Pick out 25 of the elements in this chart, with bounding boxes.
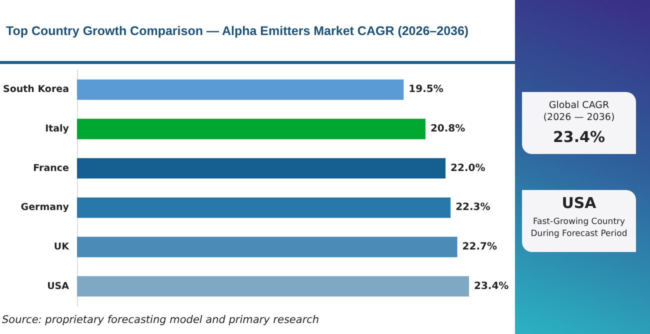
y-tick-label: UK: [54, 242, 70, 252]
data-label: 23.4%: [474, 280, 509, 292]
text: Fast-Growing Country During Forecast Period: [530, 216, 628, 240]
data-label: 22.3%: [456, 202, 490, 214]
data-label: 22.7%: [462, 242, 497, 252]
bar: [77, 197, 451, 218]
y-tick-label: Germany: [20, 202, 70, 214]
y-tick-label: USA: [47, 280, 70, 292]
text: Global CAGR: [548, 100, 610, 112]
text: (2026 — 2036): [542, 112, 616, 124]
bar: [77, 158, 446, 179]
y-tick-label: South Korea: [2, 84, 70, 96]
bar: [77, 79, 404, 100]
bar: [77, 236, 458, 258]
data-label: 19.5%: [408, 84, 444, 96]
text: 23.4%: [552, 128, 606, 146]
text: USA: [560, 194, 598, 212]
data-label: 20.8%: [430, 124, 466, 134]
y-tick-label: Italy: [45, 124, 70, 134]
bar: [77, 118, 426, 140]
y-tick-label: France: [33, 162, 70, 174]
bar: [77, 276, 469, 297]
data-label: 22.0%: [450, 162, 486, 174]
source-note: Source: proprietary forecasting model and primary research: [2, 314, 320, 326]
chart-title: Top Country Growth Comparison — Alpha Emitters Market CAGR (2026–2036): [6, 24, 469, 38]
